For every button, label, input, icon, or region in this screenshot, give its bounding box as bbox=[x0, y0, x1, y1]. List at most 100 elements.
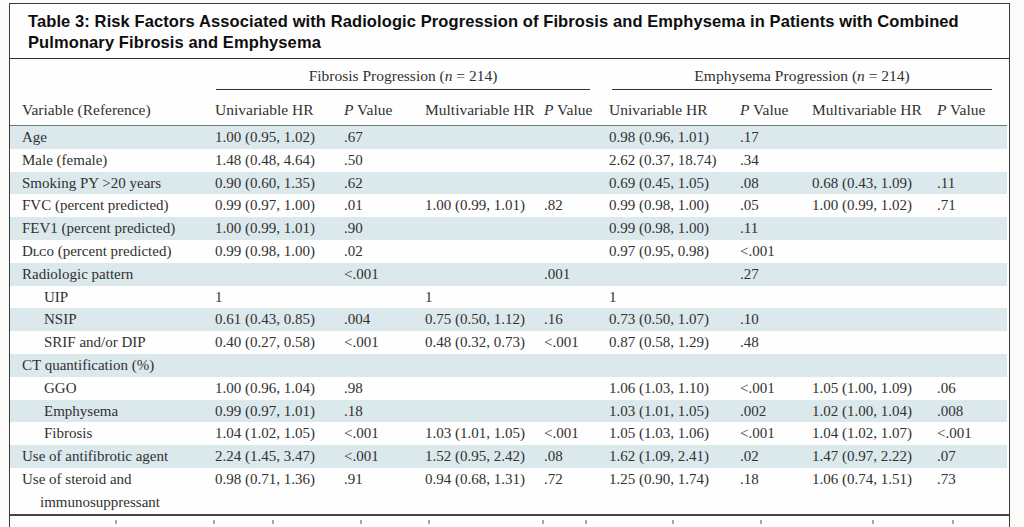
cell-fib-uni-hr: 0.99 (0.97, 1.01) bbox=[215, 400, 344, 423]
cell-emph-uni-hr: 0.98 (0.96, 1.01) bbox=[609, 126, 740, 149]
row-label: CT quantification (%) bbox=[10, 354, 215, 377]
cell-emph-uni-hr: 1.25 (0.90, 1.74) bbox=[609, 468, 740, 514]
table-row-smoking-py-20-years: Smoking PY >20 years0.90 (0.60, 1.35).62… bbox=[10, 172, 1007, 195]
cell-emph-uni-hr: 0.73 (0.50, 1.07) bbox=[609, 308, 740, 331]
cell-emph-uni-p: <.001 bbox=[740, 422, 812, 445]
p-italic: P bbox=[740, 101, 749, 118]
header-spacer bbox=[10, 59, 215, 91]
cell-emph-multi-hr bbox=[812, 354, 937, 377]
cell-emph-multi-hr: 1.47 (0.97, 2.22) bbox=[812, 445, 937, 468]
cell-fib-uni-hr bbox=[215, 354, 344, 377]
cell-emph-multi-p bbox=[937, 149, 1007, 172]
cell-fib-uni-hr bbox=[215, 263, 344, 286]
cell-fib-uni-hr: 1.00 (0.96, 1.04) bbox=[215, 377, 344, 400]
cell-emph-uni-p: .34 bbox=[740, 149, 812, 172]
table-row-male-female: Male (female)1.48 (0.48, 4.64).502.62 (0… bbox=[10, 149, 1007, 172]
row-label: Emphysema bbox=[10, 400, 215, 423]
cell-emph-uni-p: .08 bbox=[740, 172, 812, 195]
table-row-fibrosis: Fibrosis1.04 (1.02, 1.05)<.0011.03 (1.01… bbox=[10, 422, 1007, 445]
group-header-n-italic: n bbox=[857, 67, 865, 84]
cell-emph-uni-p: .10 bbox=[740, 308, 812, 331]
cell-emph-uni-hr bbox=[609, 354, 740, 377]
cell-emph-multi-p: .06 bbox=[937, 377, 1007, 400]
column-header-fib-multi-p: P Value bbox=[544, 91, 609, 126]
cell-fib-uni-p: .02 bbox=[344, 240, 425, 263]
row-label: Use of steroid and immunosuppressant bbox=[10, 468, 215, 514]
cell-emph-uni-hr: 1.05 (1.03, 1.06) bbox=[609, 422, 740, 445]
cell-emph-multi-p bbox=[937, 354, 1007, 377]
cell-emph-multi-p: .008 bbox=[937, 400, 1007, 423]
p-italic: P bbox=[937, 101, 946, 118]
cell-emph-uni-hr: 0.87 (0.58, 1.29) bbox=[609, 331, 740, 354]
row-label: Use of antifibrotic agent bbox=[10, 445, 215, 468]
cell-fib-uni-p: .50 bbox=[344, 149, 425, 172]
table-row-radiologic-pattern: Radiologic pattern<.001.001.27 bbox=[10, 263, 1007, 286]
p-italic: P bbox=[344, 101, 353, 118]
cell-emph-uni-hr: 1 bbox=[609, 286, 740, 309]
cell-emph-multi-p bbox=[937, 263, 1007, 286]
cell-fib-multi-p: <.001 bbox=[544, 422, 609, 445]
cell-emph-uni-hr: 1.62 (1.09, 2.41) bbox=[609, 445, 740, 468]
table-row-age: Age1.00 (0.95, 1.02).670.98 (0.96, 1.01)… bbox=[10, 126, 1007, 149]
cell-fib-multi-p bbox=[544, 286, 609, 309]
table-row-fev1-percent-predicted: FEV1 (percent predicted)1.00 (0.99, 1.01… bbox=[10, 217, 1007, 240]
cell-fib-multi-hr bbox=[425, 240, 544, 263]
row-label: Dʟᴄᴏ (percent predicted) bbox=[10, 240, 215, 263]
row-label: Smoking PY >20 years bbox=[10, 172, 215, 195]
cell-emph-multi-p bbox=[937, 217, 1007, 240]
cell-fib-uni-hr: 0.61 (0.43, 0.85) bbox=[215, 308, 344, 331]
page: Table 3: Risk Factors Associated with Ra… bbox=[0, 0, 1024, 527]
column-header-fib-multi-hr: Multivariable HR bbox=[425, 91, 544, 126]
table-row-use-of-steroid-and-immunosuppressant: Use of steroid and immunosuppressant0.98… bbox=[10, 468, 1007, 514]
cell-fib-multi-hr: 0.94 (0.68, 1.31) bbox=[425, 468, 544, 514]
cell-emph-multi-p: .11 bbox=[937, 172, 1007, 195]
table-row-nsip: NSIP0.61 (0.43, 0.85).0040.75 (0.50, 1.1… bbox=[10, 308, 1007, 331]
cell-fib-uni-hr: 1 bbox=[215, 286, 344, 309]
cell-fib-uni-p: <.001 bbox=[344, 263, 425, 286]
cell-emph-uni-p: .18 bbox=[740, 468, 812, 514]
cell-fib-uni-p: .91 bbox=[344, 468, 425, 514]
table-title-line1: Table 3: Risk Factors Associated with Ra… bbox=[28, 11, 999, 32]
cell-fib-uni-hr: 0.99 (0.97, 1.00) bbox=[215, 194, 344, 217]
cell-emph-multi-hr bbox=[812, 263, 937, 286]
column-header-row: Variable (Reference)Univariable HRP Valu… bbox=[10, 91, 1007, 126]
cell-fib-multi-p bbox=[544, 354, 609, 377]
cell-emph-multi-p bbox=[937, 308, 1007, 331]
cell-emph-multi-hr bbox=[812, 286, 937, 309]
cell-fib-multi-hr bbox=[425, 400, 544, 423]
cell-fib-multi-hr: 0.75 (0.50, 1.12) bbox=[425, 308, 544, 331]
row-label: FEV1 (percent predicted) bbox=[10, 217, 215, 240]
cell-fib-multi-p: .82 bbox=[544, 194, 609, 217]
cell-fib-multi-p: .16 bbox=[544, 308, 609, 331]
row-label: Male (female) bbox=[10, 149, 215, 172]
cell-fib-uni-hr: 0.98 (0.71, 1.36) bbox=[215, 468, 344, 514]
cell-emph-multi-p bbox=[937, 240, 1007, 263]
cell-emph-multi-hr: 1.02 (1.00, 1.04) bbox=[812, 400, 937, 423]
table-row-emphysema: Emphysema0.99 (0.97, 1.01).181.03 (1.01,… bbox=[10, 400, 1007, 423]
cell-fib-uni-hr: 1.00 (0.99, 1.01) bbox=[215, 217, 344, 240]
table-title: Table 3: Risk Factors Associated with Ra… bbox=[10, 4, 1009, 58]
cell-emph-multi-hr bbox=[812, 149, 937, 172]
group-header-emphysema: Emphysema Progression (n = 214) bbox=[612, 66, 992, 90]
cell-emph-uni-p: .11 bbox=[740, 217, 812, 240]
cell-emph-uni-p: .48 bbox=[740, 331, 812, 354]
cell-emph-multi-hr bbox=[812, 331, 937, 354]
table-row-ggo: GGO1.00 (0.96, 1.04).981.06 (1.03, 1.10)… bbox=[10, 377, 1007, 400]
cell-emph-multi-hr bbox=[812, 308, 937, 331]
cell-fib-multi-p bbox=[544, 217, 609, 240]
cell-emph-multi-hr bbox=[812, 240, 937, 263]
cell-emph-multi-p bbox=[937, 331, 1007, 354]
cell-fib-multi-hr bbox=[425, 377, 544, 400]
cell-emph-multi-hr: 1.05 (1.00, 1.09) bbox=[812, 377, 937, 400]
cell-emph-multi-p bbox=[937, 286, 1007, 309]
cell-fib-multi-hr: 1 bbox=[425, 286, 544, 309]
cell-fib-multi-p: <.001 bbox=[544, 331, 609, 354]
cell-fib-multi-hr bbox=[425, 149, 544, 172]
cell-fib-multi-hr bbox=[425, 172, 544, 195]
cell-emph-multi-hr: 1.04 (1.02, 1.07) bbox=[812, 422, 937, 445]
cell-fib-multi-hr bbox=[425, 217, 544, 240]
cell-emph-uni-p bbox=[740, 286, 812, 309]
cell-fib-multi-hr bbox=[425, 354, 544, 377]
table-row-d-percent-predicted: Dʟᴄᴏ (percent predicted)0.99 (0.98, 1.00… bbox=[10, 240, 1007, 263]
cell-fib-uni-hr: 1.48 (0.48, 4.64) bbox=[215, 149, 344, 172]
